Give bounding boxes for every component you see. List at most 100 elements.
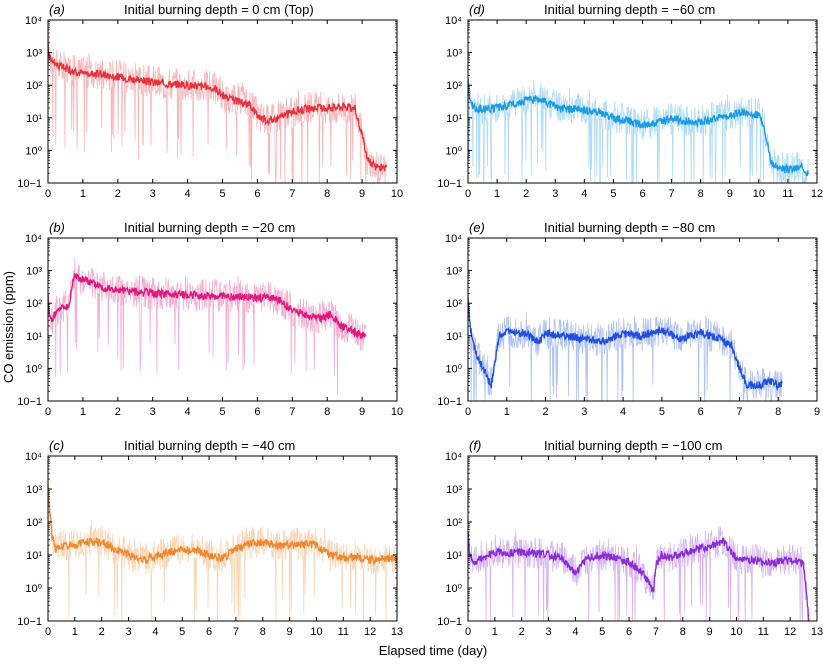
panel-b-x-tick-label: 3 bbox=[150, 406, 156, 418]
panel-d-x-tick-label: 2 bbox=[523, 188, 529, 200]
panel-b-x-tick-label: 0 bbox=[45, 406, 51, 418]
panel-d-x-tick-label: 10 bbox=[753, 188, 765, 200]
panel-e-x-tick-label: 9 bbox=[814, 406, 820, 418]
panel-b-noise-trace bbox=[48, 258, 366, 395]
panel-d-noise-trace bbox=[468, 75, 809, 183]
panel-b-x-tick-label: 5 bbox=[219, 406, 225, 418]
panel-d-y-tick-label: 10⁰ bbox=[445, 145, 462, 157]
panel-e-series-line bbox=[468, 296, 783, 392]
panel-c-y-tick-label: 10⁰ bbox=[25, 583, 42, 595]
panel-a-y-tick-label: 10⁴ bbox=[25, 15, 42, 27]
panel-a-x-tick-label: 9 bbox=[359, 188, 365, 200]
panel-c-x-tick-label: 0 bbox=[45, 626, 51, 638]
panel-f-x-tick-label: 3 bbox=[545, 626, 551, 638]
panel-f-x-tick-label: 1 bbox=[492, 626, 498, 638]
panel-e-x-tick-label: 2 bbox=[542, 406, 548, 418]
panel-e-x-tick-label: 8 bbox=[775, 406, 781, 418]
panel-f-y-tick-label: 10−1 bbox=[437, 616, 462, 628]
panel-f-x-tick-label: 2 bbox=[519, 626, 525, 638]
panel-f-series-line bbox=[468, 531, 810, 621]
panel-f-x-tick-label: 7 bbox=[653, 626, 659, 638]
panel-c-x-tick-label: 3 bbox=[125, 626, 131, 638]
panel-f: 0 1 2 3 4 5 6 7 8 9 10 11 12 1310−110⁰10¹10²10³10⁴(f)… bbox=[437, 438, 823, 638]
panel-d-series-line bbox=[468, 78, 809, 177]
panel-a-y-tick-label: 10² bbox=[26, 80, 42, 92]
panel-a-x-tick-label: 2 bbox=[115, 188, 121, 200]
panel-c-x-tick-label: 9 bbox=[287, 626, 293, 638]
panel-d-x-tick-label: 1 bbox=[494, 188, 500, 200]
panel-f-x-tick-label: 0 bbox=[465, 626, 471, 638]
panel-d-y-tick-label: 10−1 bbox=[437, 178, 462, 190]
panel-a-x-tick-label: 8 bbox=[324, 188, 330, 200]
panel-c-title: Initial burning depth = −40 cm bbox=[124, 438, 295, 453]
panel-b-x-tick-label: 10 bbox=[391, 406, 403, 418]
panel-c-y-tick-label: 10² bbox=[26, 517, 42, 529]
panel-b-x-tick-label: 2 bbox=[115, 406, 121, 418]
panel-b-x-tick-label: 9 bbox=[359, 406, 365, 418]
panel-a-x-tick-label: 0 bbox=[45, 188, 51, 200]
panel-c-x-tick-label: 11 bbox=[338, 626, 349, 638]
panel-c-y-tick-label: 10¹ bbox=[26, 550, 42, 562]
panel-a-x-tick-label: 6 bbox=[254, 188, 260, 200]
panel-f-x-tick-label: 4 bbox=[572, 626, 578, 638]
panel-b-x-tick-label: 6 bbox=[254, 406, 260, 418]
panel-d-x-tick-label: 7 bbox=[669, 188, 675, 200]
panel-a-title: Initial burning depth = 0 cm (Top) bbox=[124, 2, 314, 17]
panel-b-x-tick-label: 8 bbox=[324, 406, 330, 418]
panel-e-noise-trace bbox=[468, 285, 783, 401]
panel-a-y-tick-label: 10⁰ bbox=[25, 145, 42, 157]
panel-b-y-tick-label: 10⁰ bbox=[25, 363, 42, 375]
panel-a-noise-trace bbox=[48, 32, 387, 183]
panel-c-x-tick-label: 8 bbox=[260, 626, 266, 638]
panel-d-y-tick-label: 10³ bbox=[446, 48, 462, 60]
panel-e-y-tick-label: 10⁰ bbox=[445, 363, 462, 375]
panel-e-x-tick-label: 3 bbox=[581, 406, 587, 418]
panel-b-title: Initial burning depth = −20 cm bbox=[124, 220, 295, 235]
panel-e-x-tick-label: 6 bbox=[698, 406, 704, 418]
panel-d-y-tick-label: 10⁴ bbox=[445, 15, 462, 27]
panel-b-y-tick-label: 10⁴ bbox=[25, 233, 42, 245]
panel-a-y-tick-label: 10¹ bbox=[26, 113, 42, 125]
panel-a-x-tick-label: 5 bbox=[219, 188, 225, 200]
panel-f-x-tick-label: 10 bbox=[730, 626, 742, 638]
panel-a-x-tick-label: 3 bbox=[150, 188, 156, 200]
panel-d-x-tick-label: 8 bbox=[698, 188, 704, 200]
panel-c-y-tick-label: 10−1 bbox=[17, 616, 42, 628]
panel-c-y-tick-label: 10³ bbox=[26, 484, 42, 496]
panel-f-x-tick-label: 5 bbox=[599, 626, 605, 638]
panel-f-y-tick-label: 10¹ bbox=[446, 550, 462, 562]
panel-b-series-line bbox=[48, 272, 367, 339]
panel-b-y-tick-label: 10¹ bbox=[26, 331, 42, 343]
panel-b-letter: (b) bbox=[49, 220, 65, 235]
panel-f-x-tick-label: 9 bbox=[707, 626, 713, 638]
panel-e-y-tick-label: 10² bbox=[446, 298, 462, 310]
panel-a-x-tick-label: 7 bbox=[289, 188, 295, 200]
panel-c-x-tick-label: 12 bbox=[364, 626, 376, 638]
panel-e-x-tick-label: 5 bbox=[659, 406, 665, 418]
panel-e-title: Initial burning depth = −80 cm bbox=[544, 220, 715, 235]
panel-f-y-tick-label: 10² bbox=[446, 517, 462, 529]
panel-e: 0 1 2 3 4 5 6 7 8 9 10−1 10⁰ 10¹ 10² 10³ 10⁴ (e) Initial … bbox=[437, 220, 820, 418]
y-axis-title: CO emission (ppm) bbox=[1, 271, 16, 383]
panel-c-frame bbox=[47, 455, 398, 622]
panel-e-frame bbox=[467, 237, 818, 402]
panel-e-y-tick-label: 10³ bbox=[446, 266, 462, 278]
panel-d-x-tick-label: 12 bbox=[811, 188, 823, 200]
panel-f-y-tick-label: 10⁰ bbox=[445, 583, 462, 595]
panel-b-x-tick-label: 7 bbox=[289, 406, 295, 418]
panel-b-x-tick-label: 1 bbox=[80, 406, 86, 418]
panel-b-y-tick-label: 10² bbox=[26, 298, 42, 310]
panel-e-x-tick-label: 4 bbox=[620, 406, 626, 418]
panel-f-letter: (f) bbox=[469, 438, 481, 453]
panel-b-y-tick-label: 10−1 bbox=[17, 396, 42, 408]
panel-b-y-tick-label: 10³ bbox=[26, 266, 42, 278]
panel-f-y-tick-label: 10³ bbox=[446, 484, 462, 496]
panel-e-y-tick-label: 10⁴ bbox=[445, 233, 462, 245]
panel-a-y-tick-label: 10−1 bbox=[17, 178, 42, 190]
panel-b-x-tick-label: 4 bbox=[185, 406, 191, 418]
panel-c-x-tick-label: 2 bbox=[99, 626, 105, 638]
panel-f-x-tick-label: 8 bbox=[680, 626, 686, 638]
panel-d-x-tick-label: 6 bbox=[639, 188, 645, 200]
